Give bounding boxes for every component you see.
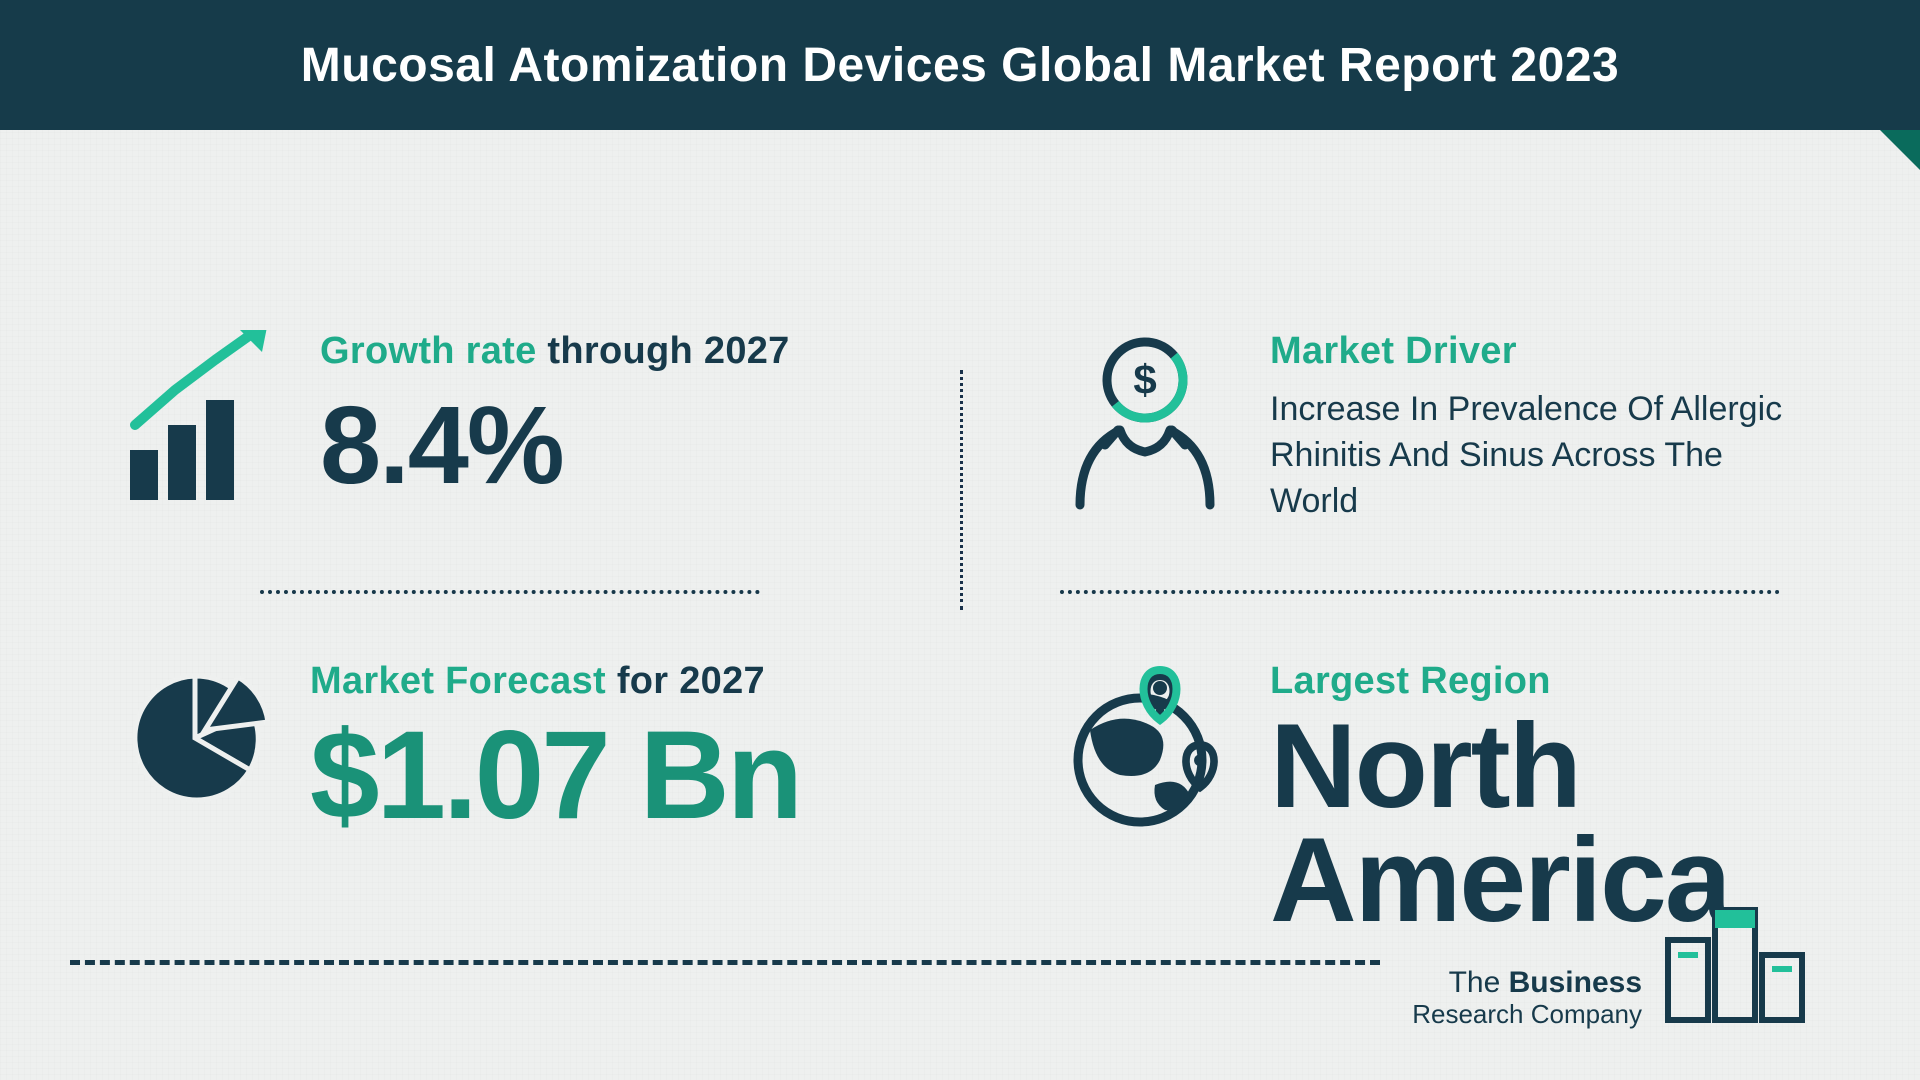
hands-coin-icon: $ (1060, 330, 1230, 515)
region-label: Largest Region (1270, 660, 1730, 703)
growth-rate-panel: Growth rate through 2027 8.4% (120, 330, 880, 515)
vertical-dotted-divider (960, 370, 963, 610)
svg-text:$: $ (1133, 356, 1156, 403)
market-driver-panel: $ Market Driver Increase In Prevalence O… (1060, 330, 1820, 525)
forecast-label: Market Forecast for 2027 (310, 660, 800, 703)
header-bar: Mucosal Atomization Devices Global Marke… (0, 0, 1920, 130)
bottom-dashed-line (70, 960, 1380, 965)
growth-label-strong: Growth rate (320, 330, 537, 372)
forecast-label-rest: for 2027 (606, 660, 765, 702)
logo-text: The Business Research Company (1412, 966, 1642, 1030)
report-title: Mucosal Atomization Devices Global Marke… (301, 38, 1619, 93)
growth-label-rest: through 2027 (537, 330, 790, 372)
globe-pins-icon (1060, 660, 1230, 845)
forecast-text-block: Market Forecast for 2027 $1.07 Bn (310, 660, 800, 838)
market-forecast-panel: Market Forecast for 2027 $1.07 Bn (120, 660, 920, 838)
dotted-divider-right (1060, 590, 1780, 594)
dotted-divider-left (260, 590, 760, 594)
logo-line1-bold: Business (1509, 966, 1642, 999)
growth-text-block: Growth rate through 2027 8.4% (320, 330, 790, 501)
growth-label: Growth rate through 2027 (320, 330, 790, 373)
driver-label: Market Driver (1270, 330, 1790, 373)
growth-value: 8.4% (320, 391, 790, 501)
logo-line2: Research Company (1412, 1000, 1642, 1030)
growth-chart-icon (120, 330, 280, 515)
pie-chart-icon (120, 660, 270, 815)
company-logo: The Business Research Company (1412, 885, 1810, 1030)
logo-line1-prefix: The (1449, 966, 1509, 999)
logo-buildings-icon (1660, 885, 1810, 1030)
driver-text-block: Market Driver Increase In Prevalence Of … (1270, 330, 1790, 525)
forecast-value: $1.07 Bn (310, 713, 800, 838)
forecast-label-strong: Market Forecast (310, 660, 606, 702)
driver-description: Increase In Prevalence Of Allergic Rhini… (1270, 387, 1790, 525)
